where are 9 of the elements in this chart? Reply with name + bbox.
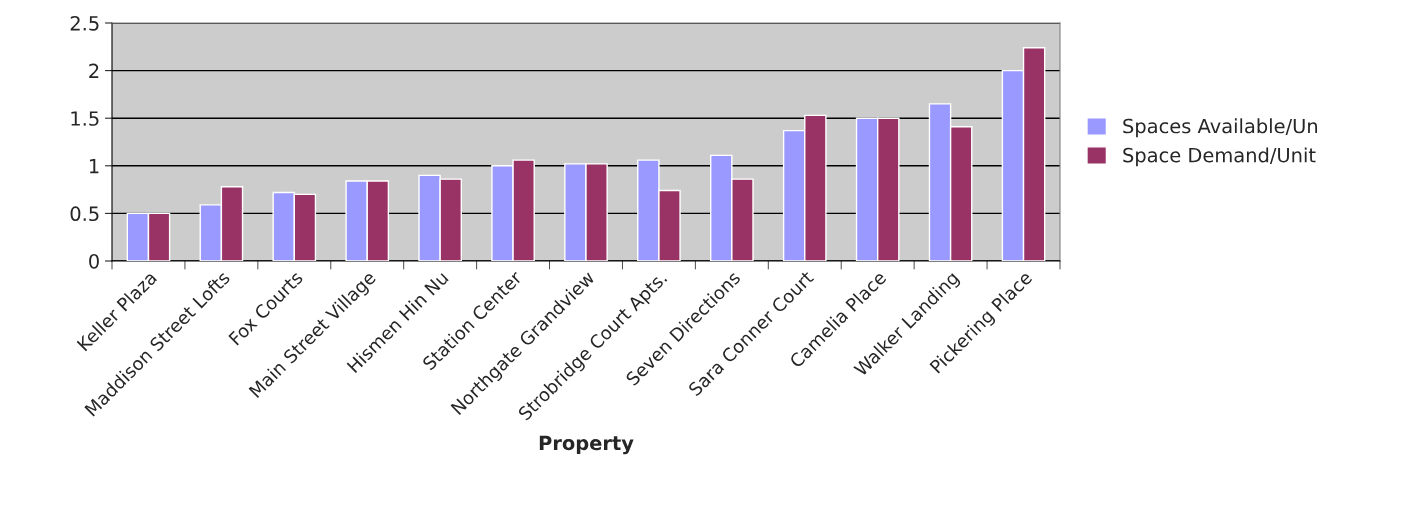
x-axis-title: Property — [539, 435, 634, 455]
y-tick-label: 2.5 — [70, 15, 99, 31]
y-tick-label: 0.5 — [70, 206, 99, 222]
legend-label: Space Demand/Unit — [1123, 147, 1316, 167]
legend-label: Spaces Available/Un — [1123, 118, 1318, 138]
y-tick-label: 0 — [89, 253, 99, 269]
y-tick-label: 1 — [89, 159, 99, 174]
y-tick-label: 1.5 — [71, 111, 99, 126]
y-tick-label: 2 — [89, 63, 99, 78]
